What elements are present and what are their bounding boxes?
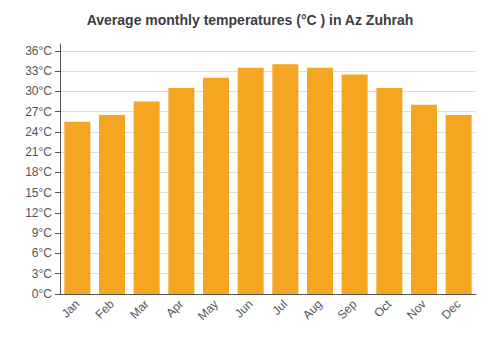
svg-text:30°C: 30°C: [25, 84, 52, 98]
svg-text:21°C: 21°C: [25, 145, 52, 159]
svg-text:Jan: Jan: [59, 297, 83, 321]
svg-text:Apr: Apr: [163, 297, 186, 320]
svg-text:0°C: 0°C: [32, 287, 52, 301]
svg-text:3°C: 3°C: [32, 267, 52, 281]
svg-text:Oct: Oct: [371, 297, 395, 321]
svg-text:27°C: 27°C: [25, 105, 52, 119]
svg-text:15°C: 15°C: [25, 186, 52, 200]
svg-text:May: May: [195, 297, 221, 323]
svg-text:Dec: Dec: [439, 297, 464, 322]
svg-text:Jun: Jun: [232, 297, 256, 321]
svg-text:36°C: 36°C: [25, 44, 52, 58]
svg-text:Average monthly temperatures (: Average monthly temperatures (°C ) in Az…: [87, 12, 414, 28]
svg-text:9°C: 9°C: [32, 226, 52, 240]
svg-text:6°C: 6°C: [32, 246, 52, 260]
svg-text:Mar: Mar: [127, 297, 152, 321]
svg-text:Sep: Sep: [335, 297, 360, 322]
svg-text:Jul: Jul: [270, 297, 291, 318]
svg-text:33°C: 33°C: [25, 64, 52, 78]
svg-text:24°C: 24°C: [25, 125, 52, 139]
svg-text:12°C: 12°C: [25, 206, 52, 220]
svg-text:18°C: 18°C: [25, 165, 52, 179]
svg-text:Feb: Feb: [92, 297, 117, 322]
svg-text:Aug: Aug: [300, 297, 325, 322]
svg-text:Nov: Nov: [404, 297, 429, 322]
